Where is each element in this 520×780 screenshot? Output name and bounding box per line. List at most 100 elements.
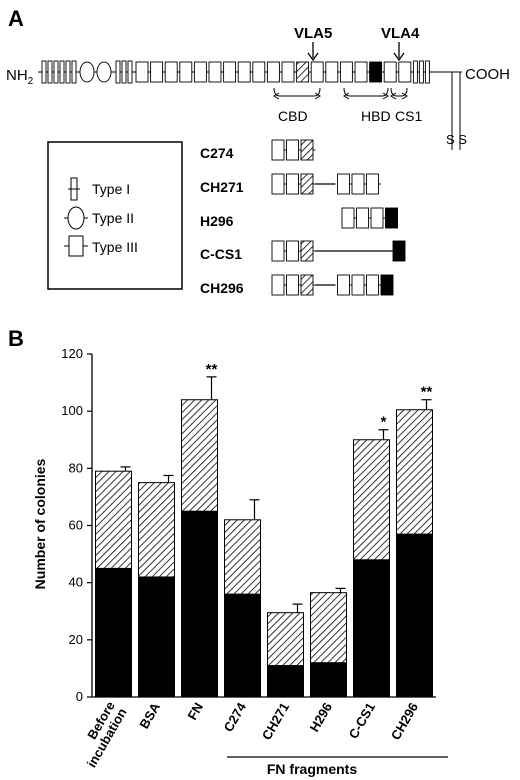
fragment-ch296: CH296: [200, 280, 244, 296]
type1-module: [53, 60, 59, 84]
fragment-cs1-module: [392, 240, 406, 262]
bar-solid-7: [353, 559, 390, 698]
type3-module: [398, 61, 412, 83]
fragment-c-cs1: C-CS1: [200, 246, 242, 262]
bar-hatched-2: [138, 482, 175, 578]
type1-module: [41, 60, 47, 84]
hbd-bracket: [343, 87, 389, 97]
y-tick-label: 20: [69, 632, 83, 647]
type1-module: [47, 60, 53, 84]
type3-module: [339, 61, 353, 83]
panel-a-label: A: [8, 6, 24, 31]
fragment-c274: C274: [200, 145, 234, 161]
bar-solid-4: [224, 593, 261, 698]
bar-hatched-7: [353, 439, 390, 561]
bar-hatched-1: [95, 470, 132, 569]
fragment-type3-module: [366, 274, 379, 296]
type2-module: [79, 61, 95, 83]
x-tick-label: BSA: [136, 699, 163, 731]
bar-hatched-3: [181, 399, 218, 512]
cs1-label: CS1: [395, 108, 422, 124]
type3-module: [354, 61, 368, 83]
legend-box: [47, 141, 183, 290]
type3-module: [150, 61, 164, 83]
legend-type1: Type I: [92, 181, 130, 197]
fragment-vla5-module: [300, 240, 314, 262]
type3-module: [237, 61, 251, 83]
significance-marker: **: [421, 384, 433, 401]
bar-solid-3: [181, 510, 218, 698]
type3-module: [281, 61, 295, 83]
type3-module: [179, 61, 193, 83]
ss-label: S S: [446, 132, 467, 147]
c-terminus-label: COOH: [465, 66, 510, 83]
fragment-type3-module: [356, 207, 369, 229]
x-tick-label: Beforeincubation: [72, 699, 130, 770]
bar-solid-8: [396, 533, 433, 698]
x-tick-label: CH271: [259, 700, 292, 743]
type3-module: [266, 61, 280, 83]
bar-hatched-6: [310, 592, 347, 664]
fragment-type3-module: [271, 139, 285, 161]
y-tick-label: 40: [69, 575, 83, 590]
type3-module: [383, 61, 397, 83]
fibronectin-domain-map: [38, 42, 462, 150]
cs1-bracket: [390, 87, 408, 97]
vla4-arrowhead: [393, 52, 405, 62]
type3-module: [310, 61, 324, 83]
fragment-type3-module: [337, 274, 350, 296]
type1-module: [121, 60, 127, 84]
bar-solid-6: [310, 662, 347, 698]
type1-icon: [68, 177, 80, 201]
legend-type3: Type III: [92, 239, 138, 255]
x-tick-label: FN: [184, 700, 206, 723]
fragment-type3-module: [286, 274, 299, 296]
type3-icon: [64, 235, 88, 257]
type1-module: [115, 60, 121, 84]
panel-b-label: B: [8, 326, 24, 351]
cs1-module: [369, 61, 383, 83]
vla5-label: VLA5: [294, 25, 332, 42]
y-tick-label: 120: [61, 346, 83, 361]
x-tick-label: CH296: [388, 700, 421, 743]
fragment-type3-module: [351, 173, 365, 195]
type2-module: [96, 61, 112, 83]
significance-marker: *: [381, 414, 387, 431]
bar-solid-2: [138, 576, 175, 698]
legend-type2: Type II: [92, 210, 134, 226]
vla4-label: VLA4: [381, 25, 420, 42]
fragment-vla5-module: [300, 173, 314, 195]
fragment-type3-module: [271, 274, 285, 296]
fragment-type3-module: [341, 207, 355, 229]
type3-module: [193, 61, 207, 83]
type3-module: [135, 61, 149, 83]
type3-module: [164, 61, 178, 83]
bar-hatched-4: [224, 519, 261, 595]
fragment-type3-module: [337, 173, 350, 195]
fragment-vla5-module: [300, 274, 314, 296]
bar-hatched-5: [267, 612, 304, 667]
significance-marker: **: [206, 361, 218, 378]
type3-module: [208, 61, 222, 83]
type1-module: [424, 60, 430, 84]
fragment-vla5-module: [300, 139, 314, 161]
type3-module: [223, 61, 237, 83]
vla5-binding-module: [296, 61, 310, 83]
type1-module: [412, 60, 418, 84]
fragment-ch271: CH271: [200, 179, 244, 195]
bar-solid-1: [95, 567, 132, 698]
n-terminus-label: NH2: [6, 67, 34, 87]
y-tick-label: 100: [61, 403, 83, 418]
fragment-type3-module: [286, 139, 299, 161]
type3-module: [252, 61, 266, 83]
x-tick-label: C274: [221, 699, 250, 734]
fragment-type3-module: [370, 207, 384, 229]
fragment-type3-module: [286, 240, 299, 262]
x-tick-label: C-CS1: [346, 700, 378, 741]
fragment-diagrams: [271, 139, 406, 296]
cs1-bracket-ends: [390, 92, 408, 100]
y-tick-label: 80: [69, 460, 83, 475]
hbd-label: HBD: [361, 108, 391, 124]
hbd-bracket-ends: [343, 92, 389, 100]
